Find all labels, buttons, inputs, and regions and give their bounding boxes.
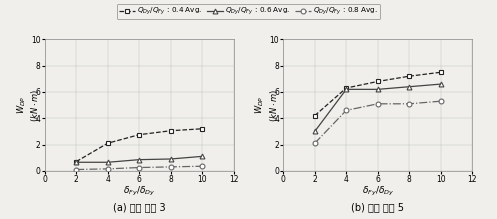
- Legend: $Q_{Dy}/Q_{Fy}$ : 0.4 Avg., $Q_{Dy}/Q_{Fy}$ : 0.6 Avg., $Q_{Dy}/Q_{Fy}$ : 0.8 Av: $Q_{Dy}/Q_{Fy}$ : 0.4 Avg., $Q_{Dy}/Q_{F…: [117, 4, 380, 19]
- X-axis label: $\delta_{Fy}/\delta_{Dy}$: $\delta_{Fy}/\delta_{Dy}$: [361, 185, 394, 198]
- Text: (b) 주기 비율 5: (b) 주기 비율 5: [351, 202, 404, 212]
- X-axis label: $\delta_{Fy}/\delta_{Dy}$: $\delta_{Fy}/\delta_{Dy}$: [123, 185, 156, 198]
- Y-axis label: $W_{DP}$
$(kN\cdot m)$: $W_{DP}$ $(kN\cdot m)$: [253, 89, 280, 122]
- Text: (a) 주기 비율 3: (a) 주기 비율 3: [113, 202, 166, 212]
- Y-axis label: $W_{DP}$
$(kN\cdot m)$: $W_{DP}$ $(kN\cdot m)$: [15, 89, 41, 122]
